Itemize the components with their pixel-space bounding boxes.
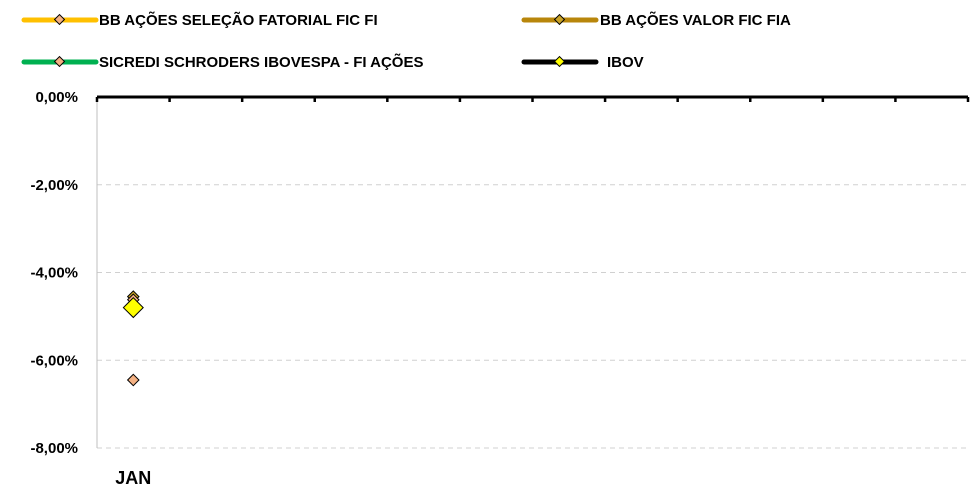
legend-label-0: BB AÇÕES SELEÇÃO FATORIAL FIC FI bbox=[99, 11, 378, 29]
legend-item-2: SICREDI SCHRODERS IBOVESPA - FI AÇÕES bbox=[21, 53, 424, 71]
marker-series-3 bbox=[122, 296, 144, 319]
legend: BB AÇÕES SELEÇÃO FATORIAL FIC FI BB AÇÕE… bbox=[21, 11, 791, 71]
legend-marker-1 bbox=[553, 13, 566, 26]
y-tick-label: -2,00% bbox=[30, 177, 78, 194]
legend-item-3: IBOV bbox=[521, 54, 644, 71]
legend-item-1: BB AÇÕES VALOR FIC FIA bbox=[521, 11, 791, 29]
data-markers bbox=[122, 290, 144, 387]
gridlines bbox=[97, 184, 968, 449]
y-tick-label: -8,00% bbox=[30, 440, 78, 457]
y-axis: 0,00% -2,00% -4,00% -6,00% -8,00% bbox=[30, 89, 98, 457]
legend-marker-2 bbox=[53, 55, 66, 68]
y-tick-label: 0,00% bbox=[35, 89, 78, 106]
x-axis: JAN bbox=[95, 95, 970, 488]
legend-item-0: BB AÇÕES SELEÇÃO FATORIAL FIC FI bbox=[21, 11, 378, 29]
x-category-label: JAN bbox=[115, 468, 151, 488]
legend-label-1: BB AÇÕES VALOR FIC FIA bbox=[600, 11, 791, 29]
y-tick-label: -4,00% bbox=[30, 265, 78, 282]
legend-label-3: IBOV bbox=[607, 54, 644, 71]
legend-marker-0 bbox=[53, 13, 66, 26]
y-tick-label: -6,00% bbox=[30, 352, 78, 369]
marker-series-0 bbox=[126, 373, 140, 387]
legend-marker-3 bbox=[553, 55, 566, 68]
legend-label-2: SICREDI SCHRODERS IBOVESPA - FI AÇÕES bbox=[99, 53, 424, 71]
